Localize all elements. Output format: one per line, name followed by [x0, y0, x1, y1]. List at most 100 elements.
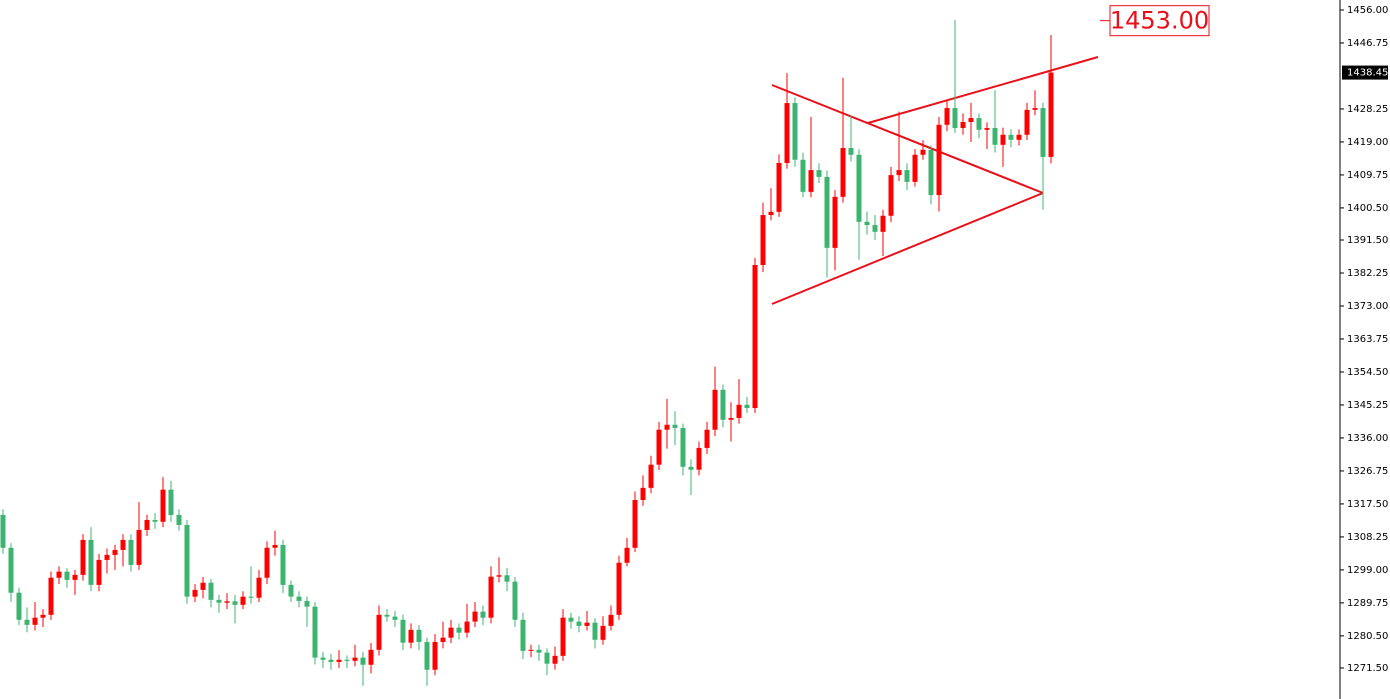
candle-body — [288, 584, 294, 597]
candle-body — [864, 221, 870, 226]
candle-body — [648, 464, 654, 488]
candle-body — [552, 655, 558, 664]
candle-body — [592, 622, 598, 640]
candle-body — [496, 575, 502, 577]
candle-body — [840, 148, 846, 197]
candle-body — [1008, 134, 1014, 140]
y-tick-label: 1299.00 — [1347, 565, 1388, 576]
candle-body — [488, 576, 494, 618]
candle-body — [688, 466, 694, 470]
y-tick-label: 1400.50 — [1347, 203, 1388, 214]
candle-body — [352, 657, 358, 661]
candle-body — [816, 170, 822, 177]
candle-body — [632, 499, 638, 548]
candle-body — [1040, 108, 1046, 157]
candle-body — [952, 108, 958, 129]
candle-body — [408, 629, 414, 643]
candle-body — [896, 170, 902, 176]
y-tick-label: 1446.75 — [1347, 38, 1388, 49]
candle-body — [744, 404, 750, 408]
candle-body — [120, 539, 126, 550]
candle-body — [1000, 134, 1006, 145]
y-tick-label: 1336.00 — [1347, 433, 1388, 444]
candle-body — [944, 108, 950, 125]
y-tick-label: 1428.25 — [1347, 104, 1388, 115]
candle-body — [480, 611, 486, 618]
candle-body — [88, 539, 94, 585]
candle-body — [880, 215, 886, 232]
candle-body — [560, 617, 566, 656]
candle-body — [64, 571, 70, 580]
candle-body — [320, 657, 326, 660]
candle-body — [248, 596, 254, 598]
candle-body — [544, 652, 550, 664]
trend-line — [771, 192, 1044, 305]
candle-body — [720, 389, 726, 420]
candle-body — [920, 149, 926, 155]
candle-body — [824, 176, 830, 248]
candle-body — [624, 547, 630, 563]
candle-body — [192, 589, 198, 597]
candle-body — [448, 627, 454, 638]
candle-body — [904, 170, 910, 182]
candle-body — [184, 524, 190, 597]
candle-body — [640, 487, 646, 500]
y-tick-label: 1409.75 — [1347, 170, 1388, 181]
y-tick-label: 1308.25 — [1347, 532, 1388, 543]
annotation-label: 1453.00 — [1110, 7, 1209, 35]
candle-body — [832, 196, 838, 248]
candle-body — [96, 559, 102, 585]
candle-body — [56, 571, 62, 578]
candle-body — [296, 596, 302, 601]
candle-body — [600, 625, 606, 640]
candle-body — [872, 225, 878, 232]
y-tick-label: 1391.50 — [1347, 235, 1388, 246]
candle-body — [176, 514, 182, 525]
candle-body — [48, 577, 54, 615]
candle-body — [504, 575, 510, 582]
candle-body — [848, 148, 854, 155]
candle-body — [928, 149, 934, 196]
candle-body — [760, 215, 766, 265]
candle-body — [384, 614, 390, 617]
candle-body — [912, 154, 918, 182]
y-tick-label: 1363.75 — [1347, 334, 1388, 345]
candle-body — [136, 529, 142, 565]
candle-body — [608, 614, 614, 626]
candle-body — [72, 574, 78, 580]
trend-line — [771, 84, 1044, 194]
y-tick-label: 1345.25 — [1347, 400, 1388, 411]
candle-body — [152, 519, 158, 522]
candle-body — [656, 429, 662, 465]
candle-body — [8, 547, 14, 593]
candle-body — [312, 606, 318, 658]
candle-body — [24, 619, 30, 625]
candle-body — [144, 519, 150, 530]
candle-body — [392, 616, 398, 620]
candle-body — [960, 121, 966, 129]
candle-body — [464, 621, 470, 633]
candle-body — [112, 549, 118, 555]
candle-body — [888, 175, 894, 216]
candle-body — [80, 539, 86, 575]
candle-body — [376, 614, 382, 650]
candle-body — [728, 417, 734, 420]
candle-body — [240, 596, 246, 605]
candle-body — [104, 554, 110, 560]
candle-body — [696, 447, 702, 470]
candle-body — [256, 577, 262, 598]
candle-body — [200, 582, 206, 590]
y-tick-label: 1280.50 — [1347, 631, 1388, 642]
y-tick-label: 1382.25 — [1347, 268, 1388, 279]
candle-body — [304, 600, 310, 607]
candle-body — [752, 264, 758, 408]
candle-body — [568, 617, 574, 622]
candle-body — [616, 562, 622, 615]
candle-body — [0, 514, 6, 548]
y-tick-label: 1289.75 — [1347, 598, 1388, 609]
candle-body — [32, 617, 38, 625]
candle-body — [712, 389, 718, 430]
candle-body — [792, 103, 798, 160]
y-tick-label: 1317.50 — [1347, 499, 1388, 510]
candle-body — [280, 544, 286, 585]
